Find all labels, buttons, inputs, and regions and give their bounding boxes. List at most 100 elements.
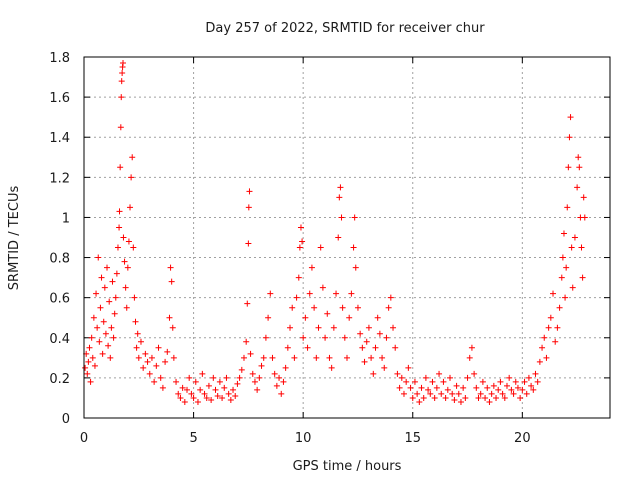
data-point [246,188,253,195]
data-point [112,294,119,301]
data-point [167,264,174,271]
data-point [289,304,296,311]
data-point [339,304,346,311]
data-point [466,354,473,361]
data-point [576,164,583,171]
data-point [569,284,576,291]
data-point [96,338,103,345]
data-point [436,370,443,377]
data-point [306,290,313,297]
data-point [122,284,129,291]
data-point [232,392,239,399]
data-point [462,394,469,401]
data-point [578,244,585,251]
data-point [151,378,158,385]
data-point [313,354,320,361]
data-point [302,314,309,321]
data-point [532,370,539,377]
data-point [184,386,191,393]
x-tick-label: 10 [295,431,312,446]
data-point [510,390,517,397]
data-point [208,396,215,403]
data-point [260,354,267,361]
data-point [104,264,111,271]
data-point [440,378,447,385]
data-point [256,374,263,381]
data-point [429,378,436,385]
data-point [453,382,460,389]
data-point [216,378,223,385]
data-point [486,398,493,405]
data-point [300,334,307,341]
data-point [336,194,343,201]
data-point [512,378,519,385]
data-point [315,324,322,331]
data-point [425,386,432,393]
data-point [94,324,101,331]
data-point [581,214,588,221]
data-point [374,314,381,321]
data-point [117,164,124,171]
data-point [110,334,117,341]
data-point [130,244,137,251]
data-point [565,164,572,171]
data-point [157,374,164,381]
data-point [132,318,139,325]
data-point [317,244,324,251]
data-point [528,382,535,389]
data-point [169,324,176,331]
data-point [153,362,160,369]
data-point [99,350,106,357]
data-point [181,398,188,405]
data-point [311,304,318,311]
data-point [346,314,353,321]
data-point [438,390,445,397]
x-tick-label: 0 [80,431,88,446]
data-point [409,394,416,401]
data-point [85,358,92,365]
data-point [86,344,93,351]
data-point [113,270,120,277]
data-point [254,386,261,393]
data-point [121,258,128,265]
data-point [433,384,440,391]
data-point [299,238,306,245]
data-point [337,184,344,191]
data-point [120,60,127,67]
data-point [162,358,169,365]
data-point [405,364,412,371]
x-tick-label: 5 [189,431,197,446]
data-point [284,344,291,351]
data-point [521,378,528,385]
data-point [566,134,573,141]
data-point [118,94,125,101]
data-point [212,386,219,393]
data-point [534,378,541,385]
data-point [517,394,524,401]
data-point [571,234,578,241]
data-point [422,374,429,381]
data-point [230,386,237,393]
data-point [400,390,407,397]
data-point [495,386,502,393]
data-point [273,382,280,389]
data-point [501,394,508,401]
data-point [87,378,94,385]
data-point [475,394,482,401]
data-point [567,114,574,121]
data-point [519,386,526,393]
data-point [411,378,418,385]
data-point [455,390,462,397]
y-tick-label: 1.2 [49,171,70,186]
data-point [363,338,370,345]
data-point [390,324,397,331]
data-point [418,384,425,391]
data-point [97,304,104,311]
data-point [499,390,506,397]
data-point [451,396,458,403]
y-tick-label: 1.8 [49,51,70,66]
data-point [84,370,91,377]
x-axis-label: GPS time / hours [293,459,402,474]
data-point [175,390,182,397]
data-point [221,384,228,391]
